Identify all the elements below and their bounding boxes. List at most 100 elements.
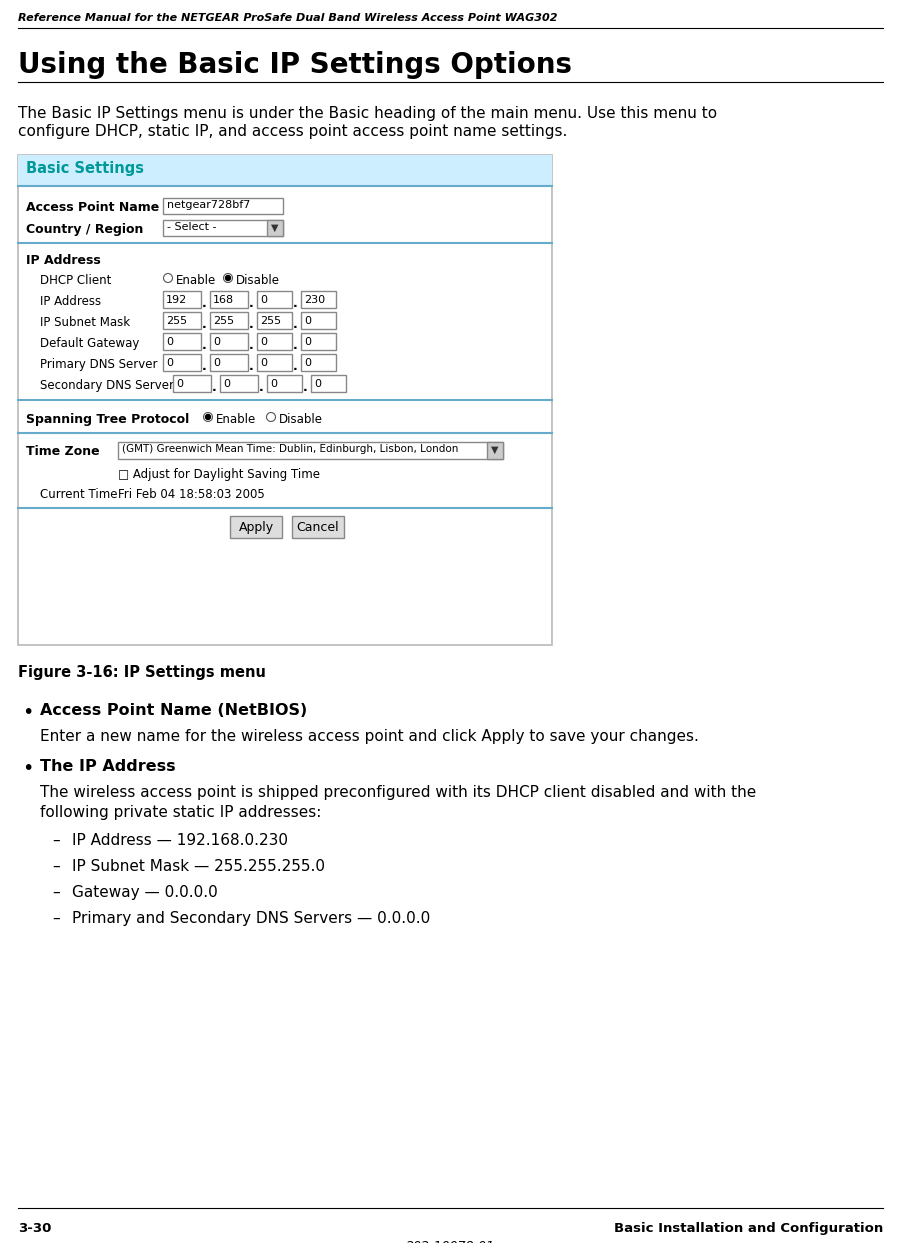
- Text: The IP Address: The IP Address: [40, 759, 176, 774]
- Text: .: .: [293, 360, 297, 373]
- Text: ▼: ▼: [491, 445, 499, 455]
- Text: IP Address: IP Address: [26, 254, 101, 267]
- Text: Basic Settings: Basic Settings: [26, 162, 144, 177]
- Text: Access Point Name (NetBIOS): Access Point Name (NetBIOS): [40, 704, 307, 718]
- Bar: [257, 312, 292, 329]
- Text: 0: 0: [260, 337, 267, 347]
- Circle shape: [204, 413, 213, 421]
- Bar: [18, 155, 552, 185]
- Text: Enable: Enable: [176, 273, 216, 287]
- Text: •: •: [22, 704, 33, 722]
- Text: Disable: Disable: [279, 413, 323, 426]
- Text: .: .: [293, 297, 297, 310]
- Text: Enter a new name for the wireless access point and click Apply to save your chan: Enter a new name for the wireless access…: [40, 728, 699, 745]
- Text: •: •: [22, 759, 33, 778]
- Text: 0: 0: [260, 295, 267, 305]
- Text: Access Point Name: Access Point Name: [26, 201, 159, 214]
- Bar: [301, 312, 336, 329]
- Text: ▼: ▼: [271, 222, 278, 232]
- Text: 0: 0: [270, 379, 277, 389]
- Bar: [173, 375, 211, 392]
- Text: Country / Region: Country / Region: [26, 222, 143, 236]
- Text: Using the Basic IP Settings Options: Using the Basic IP Settings Options: [18, 51, 572, 80]
- Text: 0: 0: [176, 379, 183, 389]
- Bar: [163, 333, 201, 351]
- Text: Primary DNS Server: Primary DNS Server: [40, 358, 158, 370]
- Text: .: .: [249, 360, 254, 373]
- Circle shape: [205, 414, 211, 419]
- Bar: [19, 186, 551, 644]
- Text: 0: 0: [314, 379, 321, 389]
- Text: DHCP Client: DHCP Client: [40, 273, 112, 287]
- Text: IP Address: IP Address: [40, 295, 101, 308]
- Text: The Basic IP Settings menu is under the Basic heading of the main menu. Use this: The Basic IP Settings menu is under the …: [18, 106, 717, 121]
- Text: configure DHCP, static IP, and access point access point name settings.: configure DHCP, static IP, and access po…: [18, 124, 568, 139]
- Text: Time Zone: Time Zone: [26, 445, 100, 457]
- Text: 168: 168: [213, 295, 234, 305]
- Text: .: .: [293, 318, 297, 331]
- Circle shape: [223, 273, 232, 282]
- Bar: [163, 312, 201, 329]
- Bar: [267, 220, 283, 236]
- Circle shape: [163, 273, 172, 282]
- Text: IP Subnet Mask: IP Subnet Mask: [40, 316, 130, 329]
- Text: 0: 0: [166, 337, 173, 347]
- Text: Spanning Tree Protocol: Spanning Tree Protocol: [26, 413, 189, 426]
- Bar: [257, 354, 292, 370]
- Bar: [230, 516, 282, 538]
- Bar: [267, 375, 302, 392]
- Text: Disable: Disable: [236, 273, 280, 287]
- Text: netgear728bf7: netgear728bf7: [167, 200, 250, 210]
- Text: 255: 255: [166, 316, 187, 326]
- Text: 0: 0: [304, 337, 311, 347]
- Text: The wireless access point is shipped preconfigured with its DHCP client disabled: The wireless access point is shipped pre…: [40, 786, 756, 800]
- Text: Cancel: Cancel: [296, 521, 340, 533]
- Text: .: .: [202, 297, 206, 310]
- Text: following private static IP addresses:: following private static IP addresses:: [40, 805, 322, 820]
- Text: .: .: [202, 360, 206, 373]
- Bar: [311, 375, 346, 392]
- Bar: [301, 333, 336, 351]
- Text: □ Adjust for Daylight Saving Time: □ Adjust for Daylight Saving Time: [118, 469, 320, 481]
- Text: 255: 255: [260, 316, 281, 326]
- Bar: [292, 516, 344, 538]
- Text: .: .: [249, 318, 254, 331]
- Bar: [18, 155, 552, 645]
- Bar: [487, 443, 503, 459]
- Text: 0: 0: [304, 316, 311, 326]
- Text: Reference Manual for the NETGEAR ProSafe Dual Band Wireless Access Point WAG302: Reference Manual for the NETGEAR ProSafe…: [18, 12, 558, 24]
- Text: Figure 3-16: IP Settings menu: Figure 3-16: IP Settings menu: [18, 665, 266, 680]
- Text: Gateway — 0.0.0.0: Gateway — 0.0.0.0: [72, 885, 218, 900]
- Text: .: .: [202, 339, 206, 352]
- Text: Default Gateway: Default Gateway: [40, 337, 140, 351]
- Text: .: .: [249, 297, 254, 310]
- Text: 0: 0: [213, 337, 220, 347]
- Bar: [210, 312, 248, 329]
- Text: Basic Installation and Configuration: Basic Installation and Configuration: [614, 1222, 883, 1236]
- Bar: [118, 443, 503, 459]
- Bar: [301, 291, 336, 308]
- Text: –: –: [52, 833, 59, 848]
- Text: –: –: [52, 885, 59, 900]
- Text: –: –: [52, 911, 59, 926]
- Text: Fri Feb 04 18:58:03 2005: Fri Feb 04 18:58:03 2005: [118, 488, 265, 501]
- Text: (GMT) Greenwich Mean Time: Dublin, Edinburgh, Lisbon, London: (GMT) Greenwich Mean Time: Dublin, Edinb…: [122, 444, 459, 454]
- Text: .: .: [202, 318, 206, 331]
- Circle shape: [267, 413, 276, 421]
- Text: 230: 230: [304, 295, 325, 305]
- Bar: [163, 291, 201, 308]
- Text: Apply: Apply: [239, 521, 274, 533]
- Text: 255: 255: [213, 316, 234, 326]
- Bar: [163, 198, 283, 214]
- Text: 0: 0: [166, 358, 173, 368]
- Text: Enable: Enable: [216, 413, 256, 426]
- Text: 0: 0: [260, 358, 267, 368]
- Bar: [210, 354, 248, 370]
- Text: .: .: [212, 382, 217, 394]
- Bar: [220, 375, 258, 392]
- Bar: [301, 354, 336, 370]
- Text: Secondary DNS Server: Secondary DNS Server: [40, 379, 174, 392]
- Text: 202-10078-01: 202-10078-01: [405, 1241, 495, 1243]
- Bar: [257, 291, 292, 308]
- Text: IP Subnet Mask — 255.255.255.0: IP Subnet Mask — 255.255.255.0: [72, 859, 325, 874]
